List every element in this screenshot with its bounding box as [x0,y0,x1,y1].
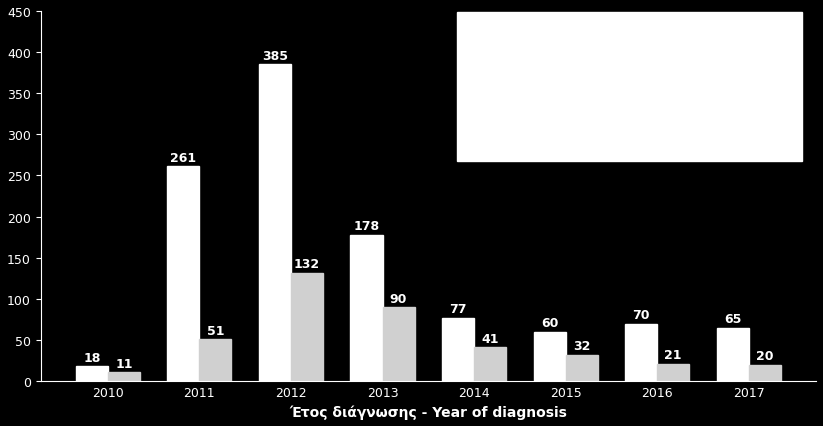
Bar [533,332,565,381]
Text: 65: 65 [724,312,742,325]
X-axis label: Έτος διάγνωσης - Year of diagnosis: Έτος διάγνωσης - Year of diagnosis [290,405,567,419]
Bar [199,340,231,381]
Bar [259,65,291,381]
Text: 90: 90 [390,292,407,305]
Text: 51: 51 [207,324,224,337]
Bar [108,372,140,381]
Bar [291,273,323,381]
Bar [749,365,781,381]
Text: 18: 18 [83,351,100,364]
Text: 20: 20 [756,349,774,363]
Bar [658,364,689,381]
Text: 385: 385 [262,50,288,63]
Bar [76,366,108,381]
Text: 77: 77 [449,302,467,316]
Text: 41: 41 [481,332,499,345]
Bar [351,235,383,381]
Bar [383,308,415,381]
Text: 261: 261 [170,152,197,164]
Text: 32: 32 [573,340,590,353]
Bar [625,324,658,381]
Text: 60: 60 [541,317,558,330]
Bar [565,355,597,381]
Text: 178: 178 [353,220,379,233]
Bar [167,167,199,381]
Text: 21: 21 [664,348,682,362]
Text: 11: 11 [115,357,133,370]
Bar [717,328,749,381]
Text: 132: 132 [294,257,320,271]
Bar [442,318,474,381]
Text: 70: 70 [632,308,650,321]
Bar [474,348,506,381]
